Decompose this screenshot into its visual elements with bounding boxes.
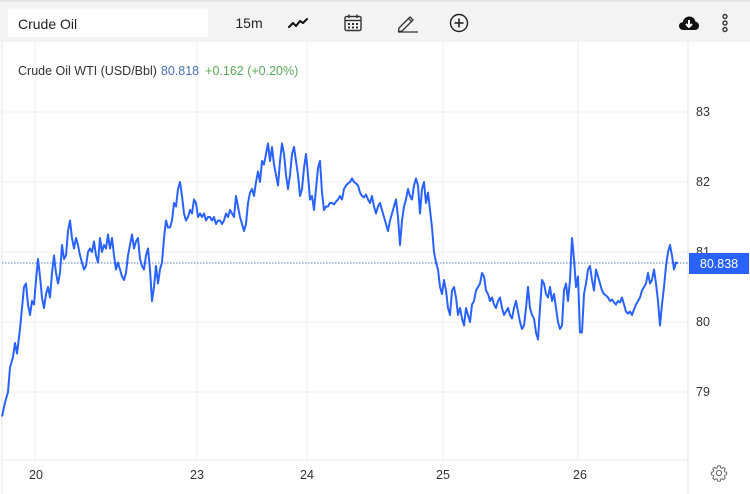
toolbar: Crude Oil 15m bbox=[0, 0, 750, 42]
legend-symbol-name: Crude Oil WTI (USD/Bbl) bbox=[18, 64, 157, 78]
y-tick-label: 80 bbox=[696, 315, 710, 329]
chart-type-button[interactable] bbox=[284, 9, 312, 37]
download-button[interactable] bbox=[675, 9, 703, 37]
date-range-button[interactable] bbox=[339, 9, 367, 37]
price-line bbox=[1, 142, 679, 417]
x-tick-label: 23 bbox=[190, 468, 204, 482]
symbol-search-input[interactable]: Crude Oil bbox=[8, 9, 208, 37]
x-tick-label: 25 bbox=[436, 468, 450, 482]
cloud-download-icon bbox=[679, 16, 699, 30]
grid bbox=[2, 42, 688, 461]
line-chart-icon bbox=[288, 18, 308, 28]
chart-settings-button[interactable] bbox=[710, 464, 728, 482]
y-tick-label: 83 bbox=[696, 105, 710, 119]
last-price-tag: 80.838 bbox=[689, 253, 749, 274]
more-vertical-icon bbox=[722, 13, 728, 33]
chart-legend: Crude Oil WTI (USD/Bbl) 80.818 +0.162 (+0.… bbox=[18, 64, 298, 78]
legend-change: +0.162 (+0.20%) bbox=[205, 64, 299, 78]
x-tick-label: 26 bbox=[573, 468, 587, 482]
calendar-icon bbox=[344, 14, 362, 32]
add-indicator-button[interactable] bbox=[445, 9, 473, 37]
x-tick-label: 24 bbox=[300, 468, 314, 482]
more-options-button[interactable] bbox=[711, 9, 739, 37]
plus-circle-icon bbox=[449, 13, 469, 33]
legend-price: 80.818 bbox=[160, 64, 200, 78]
pencil-icon bbox=[397, 16, 418, 33]
y-tick-label: 82 bbox=[696, 175, 710, 189]
drawing-tools-button[interactable] bbox=[393, 9, 421, 37]
interval-button[interactable]: 15m bbox=[235, 15, 263, 31]
x-tick-label: 20 bbox=[29, 468, 43, 482]
gear-icon bbox=[710, 465, 728, 482]
y-tick-label: 79 bbox=[696, 385, 710, 399]
